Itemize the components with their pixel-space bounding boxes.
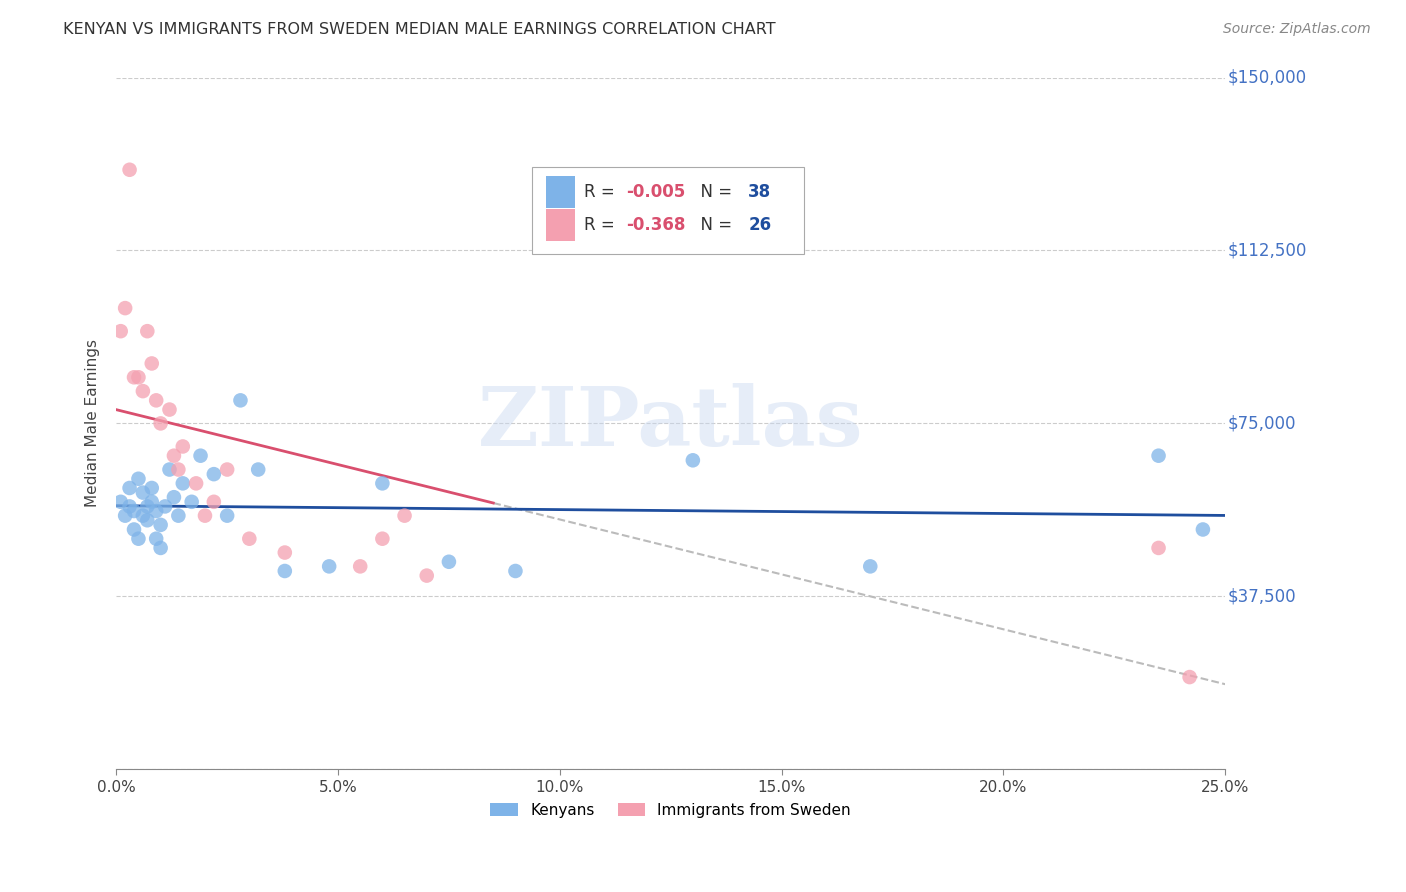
Point bbox=[172, 440, 194, 454]
Point bbox=[371, 532, 394, 546]
Point bbox=[141, 495, 163, 509]
Text: N =: N = bbox=[689, 216, 737, 234]
Point bbox=[110, 495, 132, 509]
Point bbox=[194, 508, 217, 523]
Point bbox=[394, 508, 416, 523]
Point bbox=[167, 508, 190, 523]
Point bbox=[202, 495, 225, 509]
Point bbox=[159, 462, 181, 476]
Point bbox=[145, 532, 167, 546]
Point bbox=[132, 485, 155, 500]
Point bbox=[145, 504, 167, 518]
Point bbox=[127, 370, 149, 384]
Point bbox=[1147, 541, 1170, 555]
Legend: Kenyans, Immigrants from Sweden: Kenyans, Immigrants from Sweden bbox=[485, 797, 858, 824]
Point bbox=[190, 449, 212, 463]
Point bbox=[416, 568, 439, 582]
Point bbox=[136, 324, 159, 338]
Text: -0.368: -0.368 bbox=[626, 216, 686, 234]
Text: ZIPatlas: ZIPatlas bbox=[478, 384, 863, 464]
Point bbox=[122, 523, 145, 537]
Point bbox=[145, 393, 167, 408]
Point bbox=[122, 504, 145, 518]
Point bbox=[349, 559, 371, 574]
Point bbox=[274, 564, 297, 578]
Point bbox=[136, 500, 159, 514]
Text: Source: ZipAtlas.com: Source: ZipAtlas.com bbox=[1223, 22, 1371, 37]
Text: $37,500: $37,500 bbox=[1227, 587, 1296, 606]
Point bbox=[318, 559, 340, 574]
Text: N =: N = bbox=[689, 183, 737, 201]
Point bbox=[149, 541, 172, 555]
Point bbox=[505, 564, 527, 578]
Text: 26: 26 bbox=[748, 216, 772, 234]
Point bbox=[184, 476, 207, 491]
Text: 38: 38 bbox=[748, 183, 772, 201]
Point bbox=[163, 490, 186, 504]
Point bbox=[127, 532, 149, 546]
Point bbox=[238, 532, 260, 546]
Text: R =: R = bbox=[583, 183, 620, 201]
Point bbox=[172, 476, 194, 491]
Y-axis label: Median Male Earnings: Median Male Earnings bbox=[86, 340, 100, 508]
Point bbox=[371, 476, 394, 491]
Point bbox=[202, 467, 225, 482]
Point bbox=[132, 508, 155, 523]
Point bbox=[149, 417, 172, 431]
Point bbox=[141, 356, 163, 370]
Point bbox=[1178, 670, 1201, 684]
Point bbox=[127, 472, 149, 486]
Point bbox=[141, 481, 163, 495]
Point bbox=[136, 513, 159, 527]
Point bbox=[1192, 523, 1215, 537]
Point bbox=[163, 449, 186, 463]
Point bbox=[149, 517, 172, 532]
Point bbox=[132, 384, 155, 398]
Point bbox=[110, 324, 132, 338]
Point bbox=[159, 402, 181, 417]
Point bbox=[274, 545, 297, 559]
Text: -0.005: -0.005 bbox=[626, 183, 686, 201]
Point bbox=[114, 301, 136, 315]
Point bbox=[118, 162, 141, 177]
Point bbox=[437, 555, 460, 569]
FancyBboxPatch shape bbox=[547, 209, 575, 241]
Point bbox=[180, 495, 202, 509]
Point bbox=[167, 462, 190, 476]
Point bbox=[1147, 449, 1170, 463]
Point bbox=[118, 481, 141, 495]
Point bbox=[114, 508, 136, 523]
FancyBboxPatch shape bbox=[547, 176, 575, 208]
Point bbox=[217, 462, 239, 476]
Point bbox=[118, 500, 141, 514]
Text: $75,000: $75,000 bbox=[1227, 415, 1296, 433]
Point bbox=[859, 559, 882, 574]
Point bbox=[217, 508, 239, 523]
FancyBboxPatch shape bbox=[531, 168, 804, 254]
Text: R =: R = bbox=[583, 216, 620, 234]
Point bbox=[153, 500, 176, 514]
Point bbox=[682, 453, 704, 467]
Point bbox=[247, 462, 270, 476]
Text: $150,000: $150,000 bbox=[1227, 69, 1306, 87]
Point bbox=[229, 393, 252, 408]
Point bbox=[122, 370, 145, 384]
Text: KENYAN VS IMMIGRANTS FROM SWEDEN MEDIAN MALE EARNINGS CORRELATION CHART: KENYAN VS IMMIGRANTS FROM SWEDEN MEDIAN … bbox=[63, 22, 776, 37]
Text: $112,500: $112,500 bbox=[1227, 242, 1306, 260]
